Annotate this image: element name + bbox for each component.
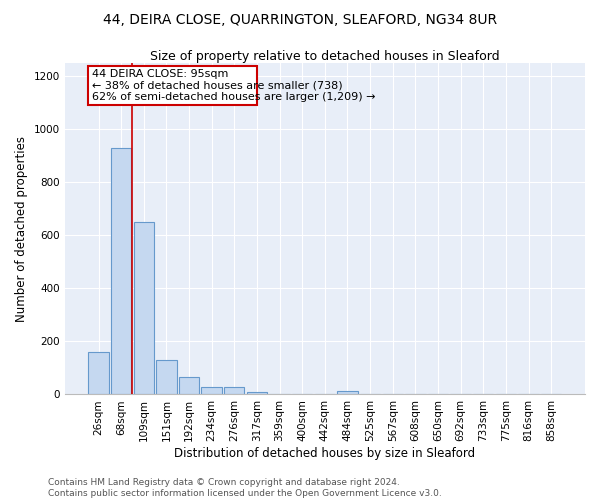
Bar xyxy=(111,148,131,394)
X-axis label: Distribution of detached houses by size in Sleaford: Distribution of detached houses by size … xyxy=(174,447,475,460)
Text: 44 DEIRA CLOSE: 95sqm
← 38% of detached houses are smaller (738)
62% of semi-det: 44 DEIRA CLOSE: 95sqm ← 38% of detached … xyxy=(92,69,375,102)
Title: Size of property relative to detached houses in Sleaford: Size of property relative to detached ho… xyxy=(150,50,500,63)
Y-axis label: Number of detached properties: Number of detached properties xyxy=(15,136,28,322)
FancyBboxPatch shape xyxy=(88,66,257,106)
Bar xyxy=(179,377,199,394)
Bar xyxy=(156,360,176,394)
Bar xyxy=(134,222,154,394)
Text: 44, DEIRA CLOSE, QUARRINGTON, SLEAFORD, NG34 8UR: 44, DEIRA CLOSE, QUARRINGTON, SLEAFORD, … xyxy=(103,12,497,26)
Text: Contains HM Land Registry data © Crown copyright and database right 2024.
Contai: Contains HM Land Registry data © Crown c… xyxy=(48,478,442,498)
Bar xyxy=(88,352,109,395)
Bar xyxy=(337,392,358,394)
Bar xyxy=(224,387,244,394)
Bar xyxy=(247,392,267,394)
Bar xyxy=(202,386,222,394)
